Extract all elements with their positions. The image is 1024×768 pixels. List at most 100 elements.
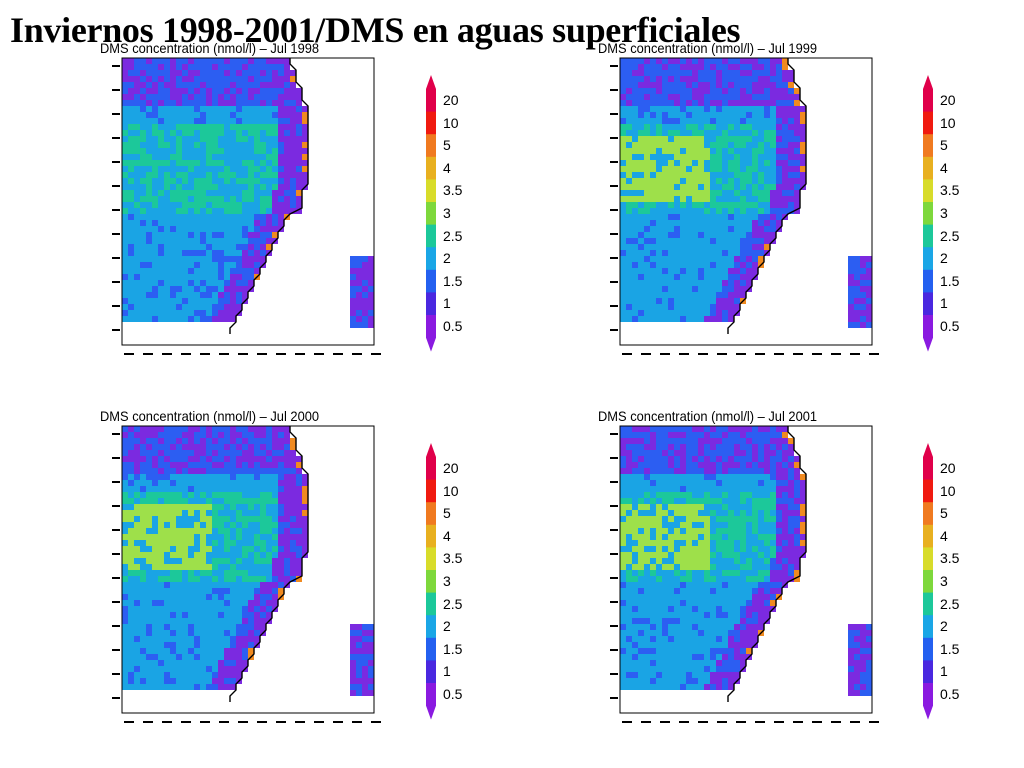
colorbar-label: 20 xyxy=(940,92,956,108)
colorbar-label: 10 xyxy=(443,482,459,499)
map-panel-1998: DMS concentration (nmol/l) – Jul 1998 xyxy=(100,40,400,375)
coastline xyxy=(229,58,309,334)
colorbar-label: 2 xyxy=(940,618,948,635)
map-frame xyxy=(619,425,873,714)
colorbar-swatch xyxy=(923,637,933,661)
colorbar-label: 2 xyxy=(443,618,451,635)
colorbar-ramp xyxy=(923,75,933,352)
colorbar-swatch xyxy=(923,292,933,316)
colorbar-label: 0.5 xyxy=(940,318,960,334)
colorbar-swatch xyxy=(426,615,436,639)
map-panel-2000: DMS concentration (nmol/l) – Jul 2000 xyxy=(100,408,400,743)
colorbar-swatch xyxy=(426,224,436,248)
colorbar-swatch xyxy=(923,134,933,158)
colorbar-label: 2.5 xyxy=(443,595,463,612)
colorbar-label: 2 xyxy=(940,250,948,267)
colorbar-label: 5 xyxy=(443,137,451,154)
colorbar-bottom-cap xyxy=(426,705,436,720)
map-panel-2001: DMS concentration (nmol/l) – Jul 2001 xyxy=(598,408,898,743)
colorbar-ramp xyxy=(426,75,436,352)
ocean-grid xyxy=(122,426,374,708)
dms-map xyxy=(112,425,381,723)
map-panel-1999: DMS concentration (nmol/l) – Jul 1999 xyxy=(598,40,898,375)
colorbar-label: 10 xyxy=(940,114,956,131)
colorbar-swatch xyxy=(426,134,436,158)
colorbar-label: 4 xyxy=(443,159,451,176)
panel-title: DMS concentration (nmol/l) – Jul 1998 xyxy=(100,40,320,56)
colorbar-label: 3 xyxy=(940,205,948,221)
colorbar-ramp xyxy=(923,443,933,720)
colorbar-swatch xyxy=(426,202,436,226)
colorbar-swatch xyxy=(426,524,436,548)
panel-title: DMS concentration (nmol/l) – Jul 2001 xyxy=(598,408,818,424)
colorbar-label: 10 xyxy=(940,482,956,499)
colorbar-swatch xyxy=(426,156,436,180)
colorbar-label: 3 xyxy=(443,205,451,221)
colorbar-label: 2 xyxy=(443,250,451,267)
colorbar-swatch xyxy=(426,479,436,503)
colorbar-swatch xyxy=(923,547,933,571)
colorbar-label: 10 xyxy=(443,114,459,131)
dms-map xyxy=(112,57,381,355)
colorbar-label: 20 xyxy=(940,460,956,476)
colorbar-swatch xyxy=(426,547,436,571)
panel-title: DMS concentration (nmol/l) – Jul 1999 xyxy=(598,40,818,56)
colorbar-swatch xyxy=(923,89,933,113)
colorbar-label: 4 xyxy=(940,159,948,176)
colorbar-swatch xyxy=(923,111,933,135)
colorbar-label: 1.5 xyxy=(443,640,463,657)
colorbar-label: 5 xyxy=(940,137,948,154)
colorbar-swatch xyxy=(426,111,436,135)
colorbar-swatch xyxy=(426,269,436,293)
colorbar-label: 3 xyxy=(443,573,451,589)
colorbar-label: 1 xyxy=(940,663,948,680)
colorbar-bottom-cap xyxy=(426,337,436,352)
colorbar-swatch xyxy=(923,502,933,526)
colorbar-1999: 20 10 5 4 3.5 3 2.5 2 1.5 1 0.5 xyxy=(922,75,982,365)
colorbar-1998: 20 10 5 4 3.5 3 2.5 2 1.5 1 0.5 xyxy=(425,75,485,365)
colorbar-label: 20 xyxy=(443,92,459,108)
colorbar-label: 0.5 xyxy=(940,686,960,702)
colorbar-swatch xyxy=(923,315,933,339)
map-frame xyxy=(619,57,873,346)
colorbar-label: 3.5 xyxy=(940,550,960,567)
colorbar-swatch xyxy=(923,524,933,548)
colorbar-label: 3.5 xyxy=(940,182,960,199)
map-frame xyxy=(121,57,375,346)
colorbar-swatch xyxy=(923,224,933,248)
colorbar-swatch xyxy=(923,592,933,616)
colorbar-label: 1 xyxy=(443,663,451,680)
coastline xyxy=(229,426,309,702)
colorbar-swatch xyxy=(923,660,933,684)
colorbar-top-cap xyxy=(426,443,436,457)
colorbar-label: 3.5 xyxy=(443,182,463,199)
colorbar-2001: 20 10 5 4 3.5 3 2.5 2 1.5 1 0.5 xyxy=(922,443,982,733)
colorbar-top-cap xyxy=(923,75,933,89)
coastline xyxy=(727,58,807,334)
colorbar-swatch xyxy=(923,202,933,226)
colorbar-ramp xyxy=(426,443,436,720)
colorbar-top-cap xyxy=(426,75,436,89)
colorbar-swatch xyxy=(923,570,933,594)
colorbar-label: 1.5 xyxy=(443,272,463,289)
colorbar-swatch xyxy=(426,247,436,271)
colorbar-swatch xyxy=(426,315,436,339)
colorbar-label: 1.5 xyxy=(940,640,960,657)
colorbar-2000: 20 10 5 4 3.5 3 2.5 2 1.5 1 0.5 xyxy=(425,443,485,733)
dms-map xyxy=(610,425,879,723)
colorbar-swatch xyxy=(923,269,933,293)
colorbar-swatch xyxy=(923,615,933,639)
colorbar-swatch xyxy=(923,683,933,707)
colorbar-swatch xyxy=(426,292,436,316)
colorbar-bottom-cap xyxy=(923,337,933,352)
colorbar-swatch xyxy=(426,637,436,661)
colorbar-swatch xyxy=(426,683,436,707)
coastline xyxy=(727,426,807,702)
colorbar-swatch xyxy=(426,502,436,526)
colorbar-label: 0.5 xyxy=(443,686,463,702)
ocean-grid xyxy=(620,58,872,340)
colorbar-label: 5 xyxy=(443,505,451,522)
colorbar-label: 4 xyxy=(940,527,948,544)
colorbar-swatch xyxy=(426,457,436,481)
colorbar-swatch xyxy=(426,179,436,203)
